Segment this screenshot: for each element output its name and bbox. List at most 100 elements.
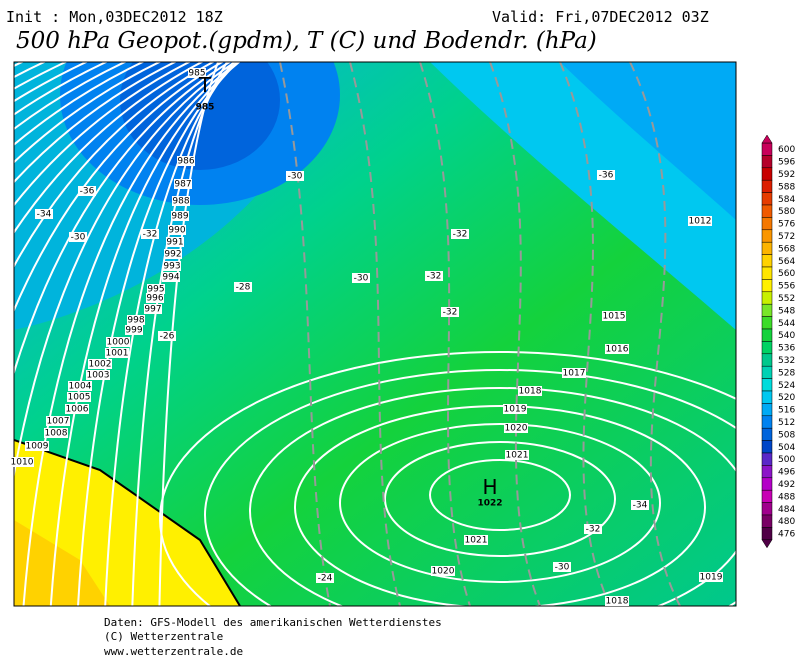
contour-label: 1017 (563, 369, 586, 379)
contour-label: -32 (143, 230, 158, 240)
isobar (429, 459, 571, 531)
colorbar-swatch (761, 192, 773, 206)
contour-label: 986 (177, 157, 194, 167)
contour-label: 1008 (45, 429, 68, 439)
colorbar-swatch (761, 279, 773, 293)
colorbar-label: 504 (778, 443, 795, 453)
contour-label: 1002 (89, 360, 112, 370)
footer-line: (C) Wetterzentrale (104, 630, 223, 643)
contour-label: -24 (318, 574, 333, 584)
contour-label: -26 (160, 332, 175, 342)
label-box (518, 386, 542, 396)
isotherm (559, 62, 611, 606)
colorbar-swatch (761, 452, 773, 466)
colorbar-swatch (761, 527, 773, 541)
colorbar-label: 544 (778, 319, 795, 329)
label-box (553, 562, 571, 572)
colorbar-label: 516 (778, 406, 795, 416)
label-box (68, 381, 92, 391)
warm-area (14, 520, 110, 606)
colorbar-label: 540 (778, 331, 795, 341)
colorbar-swatch (761, 167, 773, 181)
colorbar-swatch (761, 415, 773, 429)
label-box (88, 359, 112, 369)
contour-label: 997 (144, 305, 161, 315)
label-box (44, 428, 68, 438)
contour-label: -36 (80, 187, 95, 197)
colorbar-swatch (761, 477, 773, 491)
colorbar-swatch (761, 179, 773, 193)
isotherm (349, 62, 401, 606)
label-box (441, 307, 459, 317)
contour-label: -30 (288, 172, 303, 182)
contour-label: 985 (188, 69, 205, 79)
contour-label: 994 (162, 273, 179, 283)
contour-label: -36 (599, 171, 614, 181)
colorbar-label: 600 (778, 145, 795, 155)
colorbar-label: 560 (778, 269, 795, 279)
colorbar-label: 476 (778, 530, 795, 540)
label-box (631, 500, 649, 510)
colorbar-cap (761, 539, 773, 549)
label-box (316, 573, 334, 583)
colorbar-swatch (761, 217, 773, 231)
contour-label: 1006 (66, 405, 89, 415)
high-marker: H (482, 475, 497, 499)
label-box (602, 311, 626, 321)
label-box (174, 179, 192, 189)
isobar (14, 62, 225, 314)
colorbar-label: 580 (778, 207, 795, 217)
colorbar: 600 596 592 588 584 580 576 572 568 564 560 556 552 5… (761, 134, 795, 549)
label-box (78, 186, 96, 196)
label-box (69, 232, 87, 242)
label-box (597, 170, 615, 180)
contour-label: 1020 (505, 424, 528, 434)
label-box (504, 423, 528, 433)
contour-label: 995 (147, 285, 164, 295)
contour-label: 1003 (87, 371, 110, 381)
label-box (605, 596, 629, 606)
contour-label: -32 (427, 272, 442, 282)
label-box (105, 348, 129, 358)
label-box (125, 325, 143, 335)
contour-label: -34 (633, 501, 648, 511)
colorbar-swatch (761, 266, 773, 280)
contour-label: 1001 (106, 349, 129, 359)
colorbar-label: 548 (778, 306, 795, 316)
colorbar-swatch (761, 378, 773, 392)
contour-label: 1019 (504, 405, 527, 415)
contour-label: 998 (127, 316, 144, 326)
colorbar-swatch (761, 440, 773, 454)
label-box (46, 416, 70, 426)
contour-label: 990 (168, 226, 185, 236)
contour-label: 987 (174, 180, 191, 190)
colorbar-swatch (761, 328, 773, 342)
colorbar-cap (761, 134, 773, 144)
label-box (164, 249, 182, 259)
isotherm (419, 62, 471, 606)
label-box (699, 572, 723, 582)
low-marker: T (198, 73, 212, 97)
colorbar-swatch (761, 465, 773, 479)
contour-label: 1004 (69, 382, 92, 392)
label-box (605, 344, 629, 354)
isobar (104, 62, 236, 606)
colorbar-label: 484 (778, 505, 795, 515)
label-box (505, 450, 529, 460)
label-box (168, 225, 186, 235)
isobar (49, 62, 241, 606)
colorbar-label: 568 (778, 244, 795, 254)
contour-label: -28 (236, 283, 251, 293)
contour-label: 1012 (689, 217, 712, 227)
contour-label: -30 (555, 563, 570, 573)
colorbar-swatch (761, 241, 773, 255)
colorbar-label: 596 (778, 158, 795, 168)
label-box (503, 404, 527, 414)
high-value: 1022 (477, 499, 502, 509)
label-box (451, 229, 469, 239)
colorbar-label: 524 (778, 381, 795, 391)
valid-time: Valid: Fri,07DEC2012 03Z (492, 8, 709, 26)
isobar (339, 423, 661, 583)
